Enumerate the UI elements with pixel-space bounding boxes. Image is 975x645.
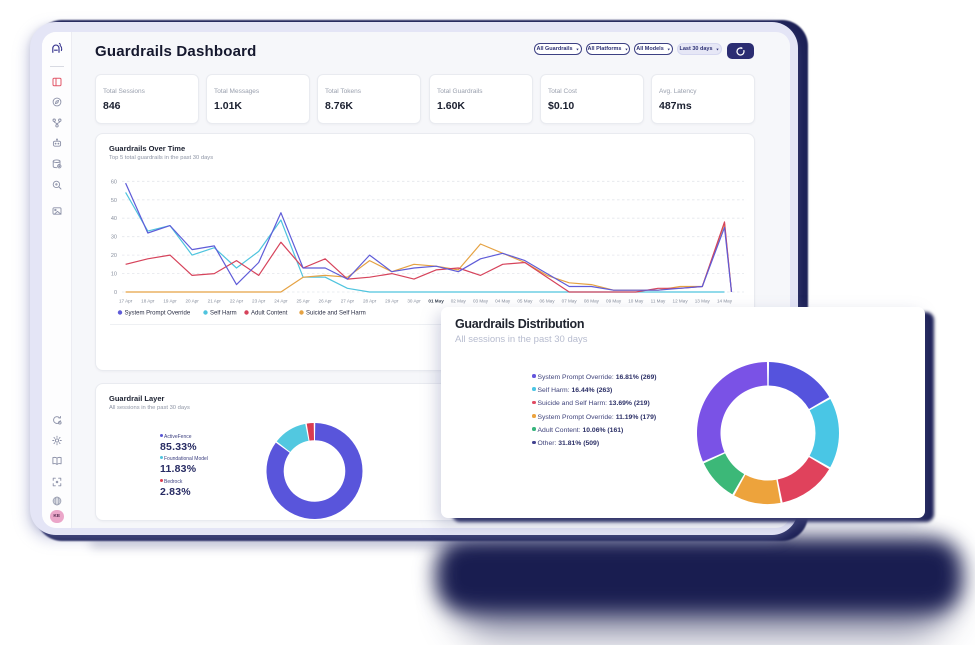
svg-text:11 May: 11 May bbox=[651, 299, 666, 304]
svg-text:27 Apr: 27 Apr bbox=[341, 299, 355, 304]
svg-text:20 Apr: 20 Apr bbox=[185, 299, 199, 304]
svg-text:07 May: 07 May bbox=[562, 299, 578, 304]
svg-text:08 May: 08 May bbox=[584, 299, 600, 304]
svg-text:Self Harm: Self Harm bbox=[210, 311, 237, 317]
svg-text:24 Apr: 24 Apr bbox=[274, 299, 288, 304]
svg-text:09 May: 09 May bbox=[606, 299, 622, 304]
svg-text:01 May: 01 May bbox=[428, 299, 444, 304]
svg-text:29 Apr: 29 Apr bbox=[385, 299, 399, 304]
svg-text:04 May: 04 May bbox=[495, 299, 511, 304]
svg-text:21 Apr: 21 Apr bbox=[208, 299, 222, 304]
svg-text:10: 10 bbox=[111, 272, 117, 278]
svg-text:Suicide and Self Harm: Suicide and Self Harm bbox=[306, 311, 366, 317]
svg-text:50: 50 bbox=[111, 198, 117, 204]
svg-text:18 Apr: 18 Apr bbox=[141, 299, 155, 304]
svg-text:20: 20 bbox=[111, 253, 117, 259]
svg-text:14 May: 14 May bbox=[717, 299, 733, 304]
svg-text:60: 60 bbox=[111, 179, 117, 185]
svg-text:19 Apr: 19 Apr bbox=[163, 299, 177, 304]
svg-text:30 Apr: 30 Apr bbox=[407, 299, 421, 304]
svg-text:28 Apr: 28 Apr bbox=[363, 299, 377, 304]
svg-text:06 May: 06 May bbox=[539, 299, 555, 304]
svg-text:10 May: 10 May bbox=[628, 299, 644, 304]
svg-text:System Prompt Override: System Prompt Override bbox=[125, 311, 191, 317]
svg-text:30: 30 bbox=[111, 235, 117, 241]
svg-text:25 Apr: 25 Apr bbox=[296, 299, 310, 304]
svg-text:05 May: 05 May bbox=[517, 299, 533, 304]
svg-text:0: 0 bbox=[114, 290, 117, 296]
svg-text:26 Apr: 26 Apr bbox=[319, 299, 333, 304]
svg-text:02 May: 02 May bbox=[451, 299, 467, 304]
svg-text:22 Apr: 22 Apr bbox=[230, 299, 244, 304]
svg-text:13 May: 13 May bbox=[695, 299, 711, 304]
svg-text:Adult Content: Adult Content bbox=[251, 311, 288, 317]
svg-text:40: 40 bbox=[111, 216, 117, 222]
svg-text:23 Apr: 23 Apr bbox=[252, 299, 266, 304]
svg-text:03 May: 03 May bbox=[473, 299, 489, 304]
svg-text:12 May: 12 May bbox=[673, 299, 689, 304]
svg-text:17 Apr: 17 Apr bbox=[119, 299, 133, 304]
